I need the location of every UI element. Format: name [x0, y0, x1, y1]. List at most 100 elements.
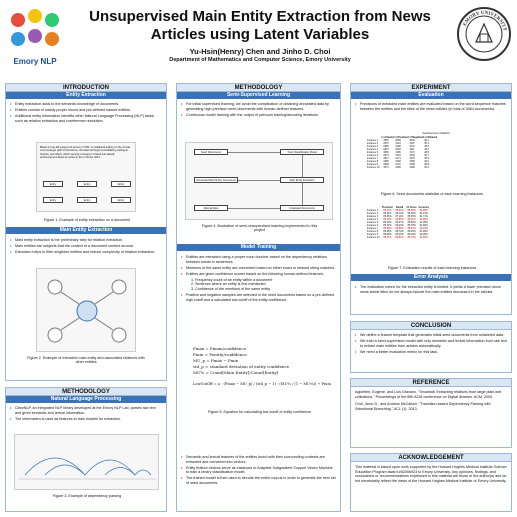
figure-1-caption: Figure 1. Example of entity extraction o… — [43, 218, 131, 222]
table-cell: 3651 — [383, 139, 389, 142]
reference-section: REFERENCE Agichtein, Eugene, and Luis Gr… — [350, 378, 512, 448]
list-item: Entity feature vectors serve as instance… — [181, 466, 336, 475]
table-cell: 86.20% — [407, 230, 416, 233]
nlp-subheading: Natural Language Processing — [6, 396, 166, 403]
table-row: Instance 1 85.21% 85.31% 85.26% 92.05% — [365, 209, 430, 212]
table-cell: Instance 9 — [367, 163, 379, 166]
table-cell: Instance 1 — [367, 139, 379, 142]
feature-item: 1. Frequency count of an entity within a… — [191, 277, 273, 282]
table-cell: Instance 9 — [367, 233, 379, 236]
table-cell: 2876 — [383, 142, 389, 145]
table-cell: Instance 7 — [367, 157, 379, 160]
emory-nlp-logo: Emory NLP — [4, 6, 66, 70]
table-cell: 86.81% — [395, 236, 404, 239]
figure-1-text: Blasts in Iraq Kill Largest 10 person in… — [40, 146, 130, 159]
table-cell: 85.31% — [395, 209, 404, 212]
affiliation: Department of Mathematics and Computer S… — [169, 57, 351, 63]
table-header-cell: Accuracy — [418, 206, 430, 209]
table-cell: 3111 — [409, 148, 415, 151]
list-item: Precisions of extracted main entities ar… — [355, 102, 507, 111]
figure-6-caption: Figure 6. Seed documents statistics of e… — [380, 192, 484, 196]
table-cell: 3071 — [383, 166, 389, 169]
diagram-box: Main Entity Extraction — [280, 177, 324, 183]
table-cell: 28.7 — [424, 154, 429, 157]
table-cell: 30.1 — [424, 142, 429, 145]
figure-3 — [14, 434, 159, 490]
reference-heading: REFERENCE — [351, 379, 511, 387]
table-cell: 85.16% — [407, 218, 416, 221]
diagram-box: Unlabeled Documents — [280, 205, 324, 211]
table-cell: 85.90% — [383, 227, 392, 230]
list-item: Main entity extraction is the preliminar… — [10, 238, 162, 243]
table-cell: 3186 — [409, 166, 415, 169]
table-cell: Instance 10 — [367, 236, 380, 239]
table-cell: 3198 — [395, 145, 401, 148]
entity-extraction-subheading: Entity Extraction — [6, 92, 166, 99]
table-cell: 29.0 — [424, 160, 429, 163]
diagram-box: Train Classification Model — [280, 149, 324, 155]
methodology-section: METHODOLOGY Semi-Supervised Learning For… — [176, 83, 341, 512]
table-cell: 86.14% — [407, 236, 416, 239]
table-row: Instance 7 85.90% 86.96% 86.43% 92.23% — [365, 227, 430, 230]
table-cell: 3133 — [395, 154, 401, 157]
list-item: Extraction helps to filter singleton ent… — [10, 250, 162, 255]
table-cell: 85.68% — [383, 230, 392, 233]
table-cell: 91.86% — [419, 218, 428, 221]
table-row: Instance 5 85.33% 86.27% 85.80% 91.95% — [365, 221, 430, 224]
table-row: Instance 5 3066 3186 3174 28.8 — [365, 151, 437, 154]
table-row: Instance 7 3017 3174 3175 28.9 — [365, 157, 437, 160]
table-cell: 86.24% — [395, 224, 404, 227]
figure-4-caption: Figure 4. Illustration of semi-unsupervi… — [201, 224, 318, 233]
table-cell: 92.21% — [419, 212, 428, 215]
error-analysis-subheading: Error Analysis — [351, 274, 511, 281]
figure-1: Blasts in Iraq Kill Largest 10 person in… — [36, 142, 136, 212]
table-cell: 86.43% — [395, 233, 404, 236]
methodology-mid-heading: METHODOLOGY — [177, 84, 340, 92]
conclusion-heading: CONCLUSION — [351, 322, 511, 330]
table-cell: 3137 — [395, 163, 401, 166]
table-cell: 85.33% — [383, 221, 392, 224]
table-row: Instance 8 85.68% 86.72% 86.20% 91.99% — [365, 230, 430, 233]
table-cell: 3094 — [409, 139, 415, 142]
table-cell: Instance 5 — [367, 151, 379, 154]
table-cell: 28.8 — [424, 163, 429, 166]
table-cell: 28.5 — [424, 145, 429, 148]
table-cell: 85.26% — [407, 209, 416, 212]
table-cell: 85.38% — [407, 215, 416, 218]
table-cell: 85.21% — [383, 209, 392, 212]
table-cell: 2873 — [383, 148, 389, 151]
table-cell: 3163 — [395, 148, 401, 151]
table-row: Instance 6 2974 3133 3140 28.7 — [365, 154, 437, 157]
seed-stats-table: # of Seeds # of Positive # of Negative% of… — [365, 136, 437, 169]
table-cell: Instance 6 — [367, 224, 379, 227]
table-cell: 3140 — [409, 154, 415, 157]
table-cell: 2966 — [383, 160, 389, 163]
table-cell: 85.47% — [383, 236, 392, 239]
entity-extraction-body: Entity extraction adds to the semantic k… — [6, 99, 166, 128]
table-header-cell: Recall — [396, 206, 404, 209]
feature-item: 3. Confidence of the mentions of the sam… — [191, 287, 271, 292]
list-item: ClearNLP, an integrated NLP library deve… — [10, 406, 162, 415]
model-training-body: Entities are extracted using a proper no… — [177, 252, 340, 307]
table-cell: 3066 — [383, 151, 389, 154]
table-header-cell: F1 Score — [406, 206, 417, 209]
table-cell: 3179 — [409, 145, 415, 148]
table-row: Instance 2 2876 3143 3187 30.1 — [365, 142, 437, 145]
error-analysis-body: The evaluation metric for the extracted … — [351, 282, 511, 299]
table-cell: 29.1 — [424, 166, 429, 169]
list-item: The information is used as features to t… — [10, 417, 162, 422]
semi-supervised-subheading: Semi-Supervised Learning — [177, 92, 340, 99]
svg-text:Emory NLP: Emory NLP — [13, 57, 57, 66]
table-cell: 3166 — [395, 166, 401, 169]
list-item: Main entities are subjects that the cont… — [10, 244, 162, 249]
table-cell: 85.89% — [383, 233, 392, 236]
table-header-cell: # of Positive — [393, 136, 408, 139]
list-item: For initial supervised learning, we avoi… — [181, 102, 336, 111]
table-cell: 91.99% — [419, 230, 428, 233]
table-cell: 3128 — [395, 160, 401, 163]
methodology-nlp-section: METHODOLOGY Natural Language Processing … — [5, 387, 167, 512]
list-item: Entities are extracted using a proper no… — [181, 255, 336, 264]
table-row: Instance 3 85.66% 87.11% 85.38% 91.71% — [365, 215, 430, 218]
table-cell: 85.66% — [383, 215, 392, 218]
table-cell: 3174 — [395, 157, 401, 160]
